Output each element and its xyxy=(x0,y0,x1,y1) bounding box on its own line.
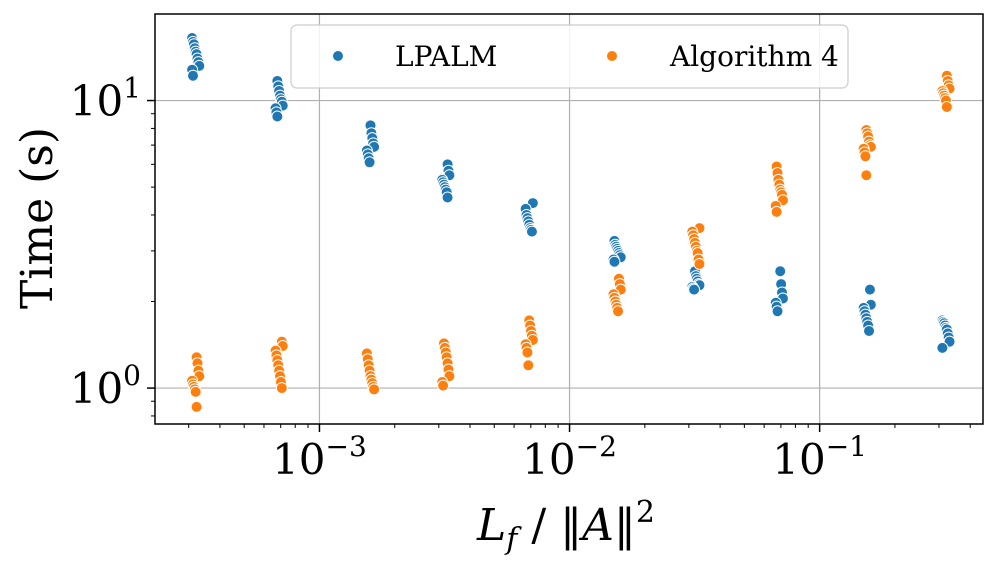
data-points xyxy=(186,32,956,413)
data-point-algorithm-4 xyxy=(860,169,873,182)
axis-ticks: 10−3 10−2 10−1 100 101 xyxy=(70,72,867,484)
legend: LPALM Algorithm 4 xyxy=(290,24,849,89)
data-point-lpalm xyxy=(441,191,454,204)
data-point-algorithm-4 xyxy=(693,258,706,271)
data-point-lpalm xyxy=(863,283,876,296)
data-point-lpalm xyxy=(771,305,784,318)
x-axis-label: Lf / ‖A‖2 xyxy=(476,495,655,557)
data-point-algorithm-4 xyxy=(770,205,783,218)
data-point-lpalm xyxy=(271,110,284,123)
legend-marker-algorithm-4 xyxy=(606,50,618,62)
y-tick-label: 100 xyxy=(70,359,141,413)
data-point-lpalm xyxy=(525,225,538,238)
data-point-algorithm-4 xyxy=(522,359,535,372)
data-point-algorithm-4 xyxy=(190,400,203,413)
y-axis-label: Time (s) xyxy=(12,127,63,309)
legend-label-lpalm: LPALM xyxy=(395,40,497,73)
data-point-algorithm-4 xyxy=(940,100,953,113)
legend-box xyxy=(290,24,849,89)
data-point-lpalm xyxy=(363,156,376,169)
x-tick-label: 10−2 xyxy=(522,430,617,484)
data-point-lpalm xyxy=(688,283,701,296)
data-point-algorithm-4 xyxy=(859,150,872,163)
data-point-lpalm xyxy=(936,341,949,354)
data-point-lpalm xyxy=(863,324,876,337)
data-point-algorithm-4 xyxy=(189,385,202,398)
x-tick-label: 10−1 xyxy=(772,430,867,484)
y-tick-label: 101 xyxy=(70,72,141,126)
data-point-algorithm-4 xyxy=(368,383,381,396)
data-point-algorithm-4 xyxy=(275,382,288,395)
data-point-lpalm xyxy=(608,255,621,268)
x-tick-label: 10−3 xyxy=(272,430,367,484)
minor-ticks xyxy=(151,113,971,428)
legend-marker-lpalm xyxy=(332,50,344,62)
data-point-lpalm xyxy=(187,69,199,82)
data-point-algorithm-4 xyxy=(437,379,450,392)
data-point-algorithm-4 xyxy=(521,346,534,359)
legend-label-algorithm-4: Algorithm 4 xyxy=(669,40,839,73)
data-point-algorithm-4 xyxy=(612,305,625,318)
data-point-lpalm xyxy=(774,265,787,278)
